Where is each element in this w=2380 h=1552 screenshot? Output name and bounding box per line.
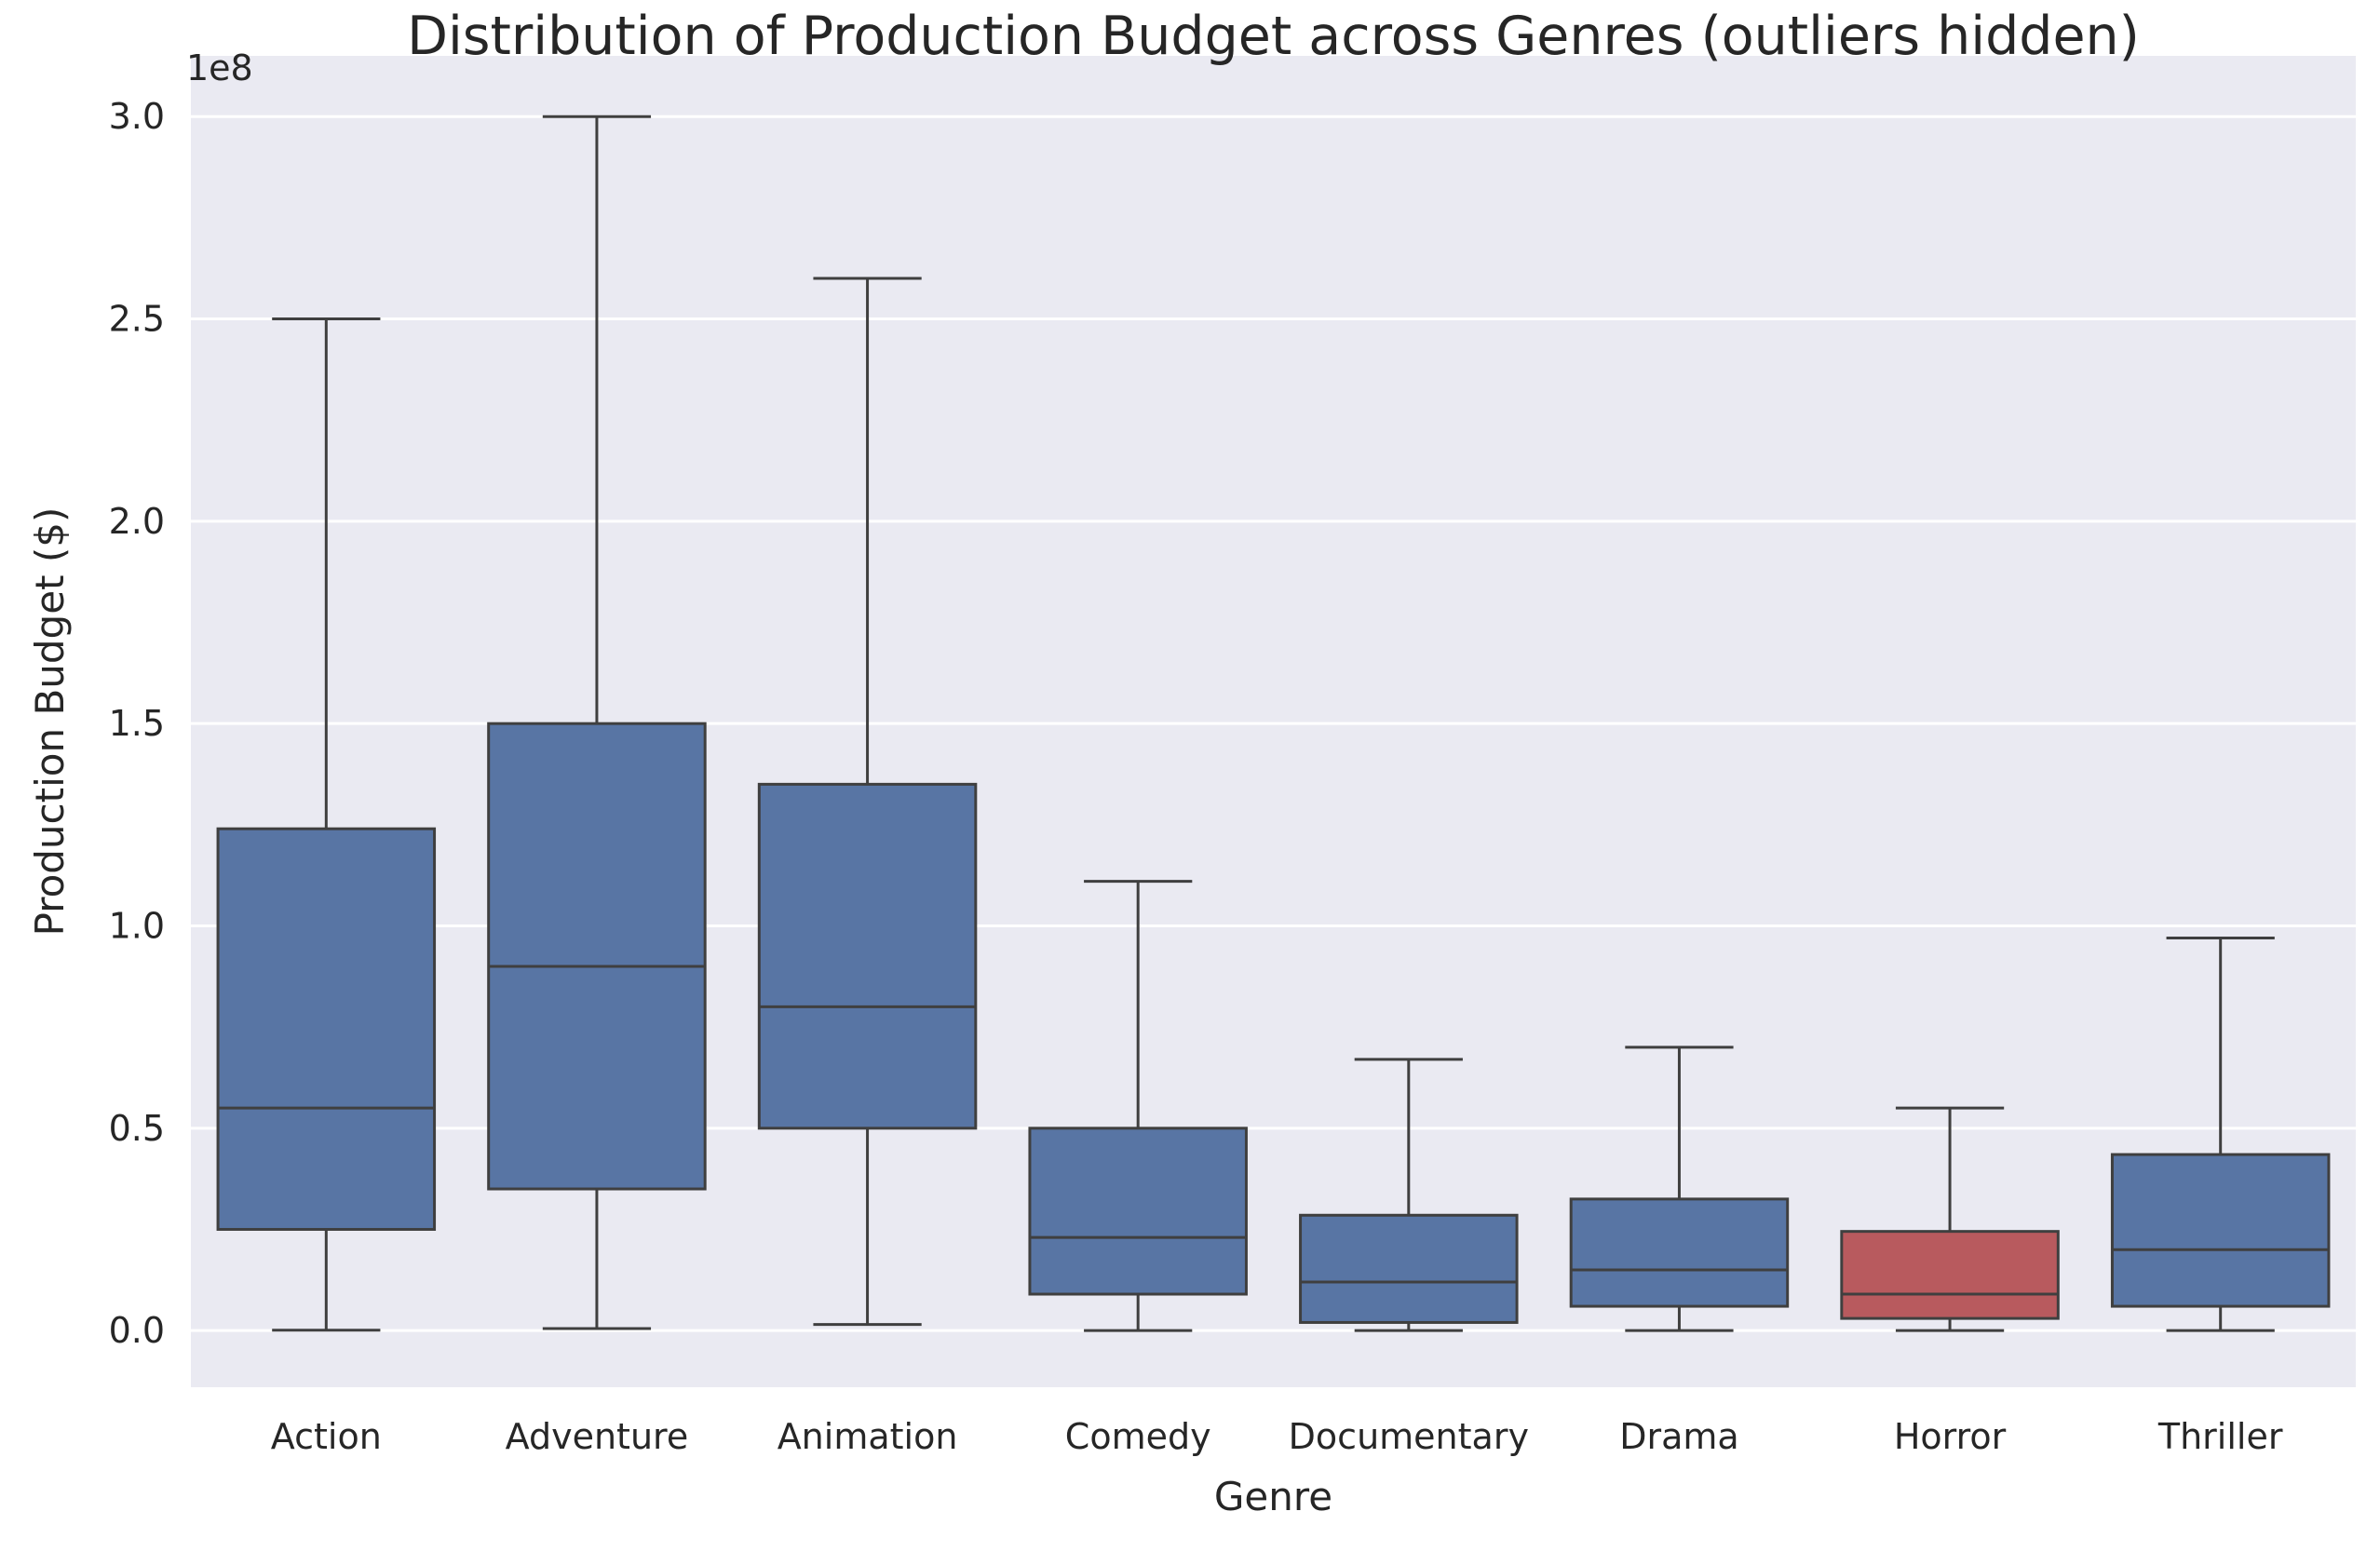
iqr-box (487, 722, 707, 1191)
iqr-box (1840, 1230, 2060, 1320)
y-tick-label: 3.0 (109, 96, 165, 137)
x-tick-label: Comedy (1065, 1416, 1211, 1457)
box-comedy (1028, 880, 1248, 1332)
x-tick-label: Documentary (1289, 1416, 1529, 1457)
chart-title: Distribution of Production Budget across… (407, 6, 2140, 67)
boxes (216, 115, 2331, 1332)
box-horror (1840, 1106, 2060, 1332)
x-tick-label: Action (271, 1416, 382, 1457)
box-animation (757, 277, 978, 1327)
y-tick-label: 2.5 (109, 299, 165, 340)
iqr-box (757, 782, 978, 1130)
y-axis-offset-label: 1e8 (186, 47, 253, 88)
iqr-box (216, 827, 437, 1231)
y-tick-label: 0.5 (109, 1108, 165, 1149)
iqr-box (1299, 1213, 1519, 1324)
x-tick-label: Adventure (506, 1416, 689, 1457)
y-axis-ticks: 0.0 0.5 1.0 1.5 2.0 2.5 3.0 (109, 96, 165, 1351)
y-tick-label: 1.0 (109, 905, 165, 946)
x-axis-label: Genre (1214, 1474, 1332, 1519)
x-tick-label: Drama (1619, 1416, 1738, 1457)
y-axis-label: Production Budget ($) (27, 507, 73, 937)
box-action (216, 317, 437, 1332)
iqr-box (1028, 1127, 1248, 1296)
y-tick-label: 1.5 (109, 703, 165, 744)
y-tick-label: 2.0 (109, 501, 165, 542)
iqr-box (1569, 1197, 1790, 1308)
box-documentary (1299, 1058, 1519, 1332)
box-drama (1569, 1046, 1790, 1332)
gridlines (191, 115, 2356, 1332)
x-axis-ticks: Action Adventure Animation Comedy Documentar… (271, 1416, 2283, 1457)
x-tick-label: Horror (1894, 1416, 2007, 1457)
x-tick-label: Animation (778, 1416, 958, 1457)
iqr-box (2110, 1153, 2331, 1308)
y-tick-label: 0.0 (109, 1310, 165, 1351)
box-thriller (2110, 937, 2331, 1332)
box-adventure (487, 115, 707, 1330)
x-tick-label: Thriller (2157, 1416, 2283, 1457)
